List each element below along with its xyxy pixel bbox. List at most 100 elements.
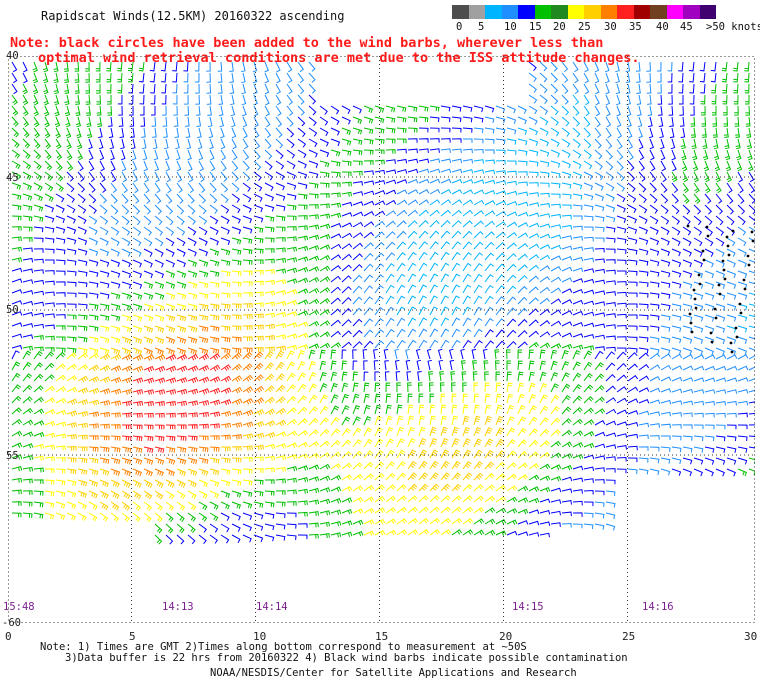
- wind-barb: [462, 483, 473, 492]
- wind-barb: [187, 424, 198, 429]
- wind-barb: [561, 245, 573, 251]
- wind-barb: [363, 318, 374, 327]
- wind-barb: [165, 512, 174, 523]
- wind-barb: [440, 116, 451, 123]
- wind-barb: [22, 350, 32, 360]
- wind-barb: [583, 384, 594, 393]
- wind-barb: [671, 446, 682, 453]
- wind-barb: [667, 61, 673, 72]
- wind-barb: [132, 501, 141, 511]
- wind-barb: [55, 226, 66, 234]
- wind-barb: [132, 457, 143, 465]
- wind-barb: [121, 193, 129, 204]
- wind-barb: [242, 534, 252, 543]
- wind-barb: [253, 512, 264, 520]
- wind-barb: [121, 479, 131, 488]
- wind-barb: [352, 462, 363, 470]
- wind-barb: [506, 427, 516, 437]
- wind-barb: [407, 438, 416, 448]
- wind-barb: [363, 242, 374, 250]
- wind-barb: [138, 61, 145, 72]
- wind-barb: [385, 317, 395, 327]
- wind-barb: [495, 329, 506, 338]
- wind-barb: [418, 483, 429, 492]
- wind-barb: [99, 490, 109, 499]
- legend-label: 40: [656, 21, 669, 33]
- wind-barb: [451, 393, 457, 404]
- wind-barb: [330, 192, 341, 198]
- wind-barb: [649, 248, 660, 256]
- wind-barb: [638, 237, 649, 245]
- wind-barb: [33, 171, 43, 181]
- wind-barb: [528, 222, 540, 228]
- wind-barb: [264, 467, 275, 473]
- wind-barb: [363, 127, 374, 135]
- wind-barb: [77, 149, 84, 161]
- wind-barb: [660, 347, 671, 355]
- wind-barb: [572, 384, 582, 393]
- wind-barb: [473, 189, 485, 195]
- wind-barb: [143, 501, 153, 511]
- wind-barb: [330, 202, 342, 208]
- wind-barb: [646, 83, 652, 94]
- wind-barb: [704, 270, 715, 279]
- wind-barb-plot: [8, 56, 755, 623]
- wind-barb: [264, 350, 274, 360]
- wind-barb: [66, 193, 75, 203]
- wind-barb: [539, 192, 550, 198]
- wind-barb: [539, 509, 551, 515]
- wind-barb: [209, 523, 219, 533]
- wind-barb: [715, 182, 722, 194]
- wind-barb: [737, 424, 748, 430]
- wind-barb: [66, 226, 77, 235]
- wind-barb: [252, 72, 258, 84]
- wind-barb: [319, 105, 328, 115]
- wind-barb: [583, 512, 594, 518]
- wind-barb: [198, 248, 209, 257]
- wind-barb: [352, 307, 363, 316]
- wind-barb: [550, 405, 560, 415]
- wind-barb: [682, 215, 691, 226]
- wind-barb: [76, 138, 83, 150]
- wind-barb: [22, 431, 34, 437]
- wind-barb: [77, 336, 88, 343]
- contamination-marker: [718, 292, 722, 296]
- wind-barb: [165, 501, 174, 511]
- wind-barb: [407, 339, 417, 349]
- wind-barb: [550, 320, 562, 327]
- wind-barb: [638, 259, 649, 266]
- wind-barb: [407, 116, 418, 123]
- wind-barb: [451, 284, 461, 294]
- wind-barb: [66, 490, 77, 498]
- wind-barb: [506, 496, 518, 503]
- wind-barb: [462, 306, 472, 316]
- wind-barb: [374, 438, 384, 448]
- wind-barb: [253, 534, 264, 543]
- wind-barb: [253, 420, 265, 428]
- wind-barb: [132, 182, 139, 194]
- wind-barb: [176, 523, 185, 534]
- wind-barb: [162, 116, 168, 127]
- wind-barb: [44, 468, 55, 473]
- wind-barb: [374, 295, 384, 305]
- wind-barb: [690, 116, 696, 127]
- wind-barb: [704, 347, 714, 356]
- wind-barb: [154, 412, 165, 418]
- wind-barb: [572, 418, 583, 426]
- wind-barb: [682, 400, 694, 406]
- wind-barb: [132, 347, 143, 356]
- wind-barb: [418, 449, 428, 459]
- wind-barb: [220, 347, 231, 354]
- wind-barb: [748, 292, 755, 296]
- wind-barb: [373, 360, 379, 371]
- wind-barb: [154, 259, 164, 268]
- wind-barb: [616, 374, 627, 382]
- wind-barb: [407, 138, 418, 143]
- wind-barb: [242, 171, 251, 182]
- wind-barb: [539, 405, 549, 415]
- wind-barb: [286, 311, 298, 317]
- wind-barb: [660, 138, 665, 150]
- wind-barb: [572, 333, 584, 338]
- wind-barb: [396, 295, 406, 305]
- wind-barb: [33, 346, 44, 352]
